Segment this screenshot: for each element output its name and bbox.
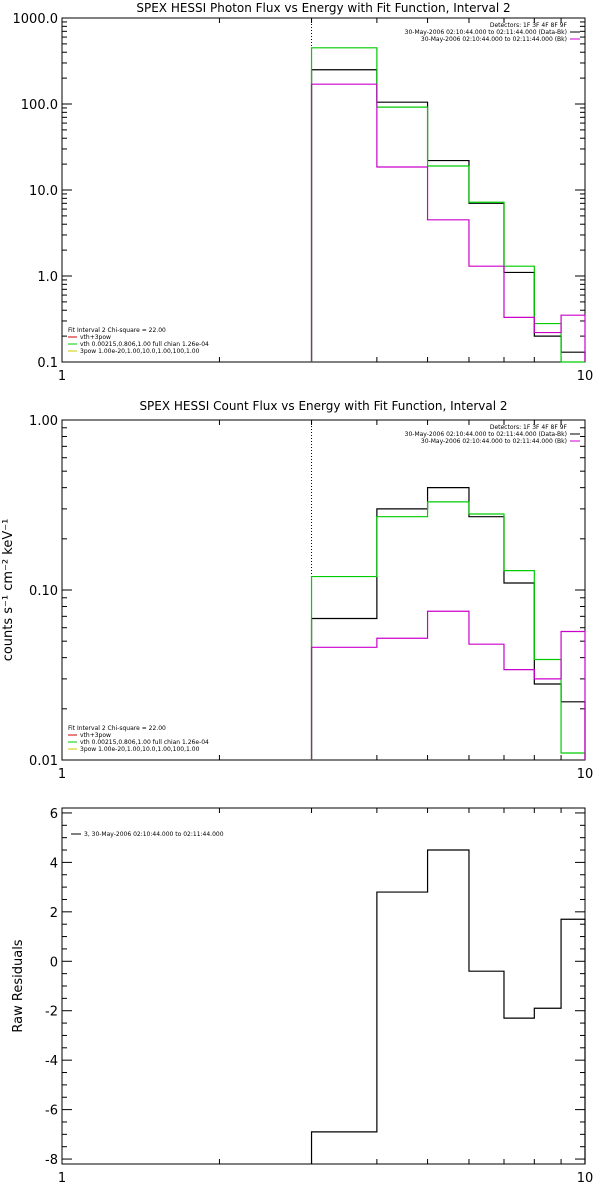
- residuals-panel: Raw Residuals 1 10 -8 -6 -4 -2 0 2 4 6 3, 30-May-20…: [11, 807, 593, 1186]
- x-tick-label: 10: [577, 1171, 594, 1186]
- y-tick-label: 1000.0: [13, 12, 59, 27]
- series-2-histogram: [310, 610, 586, 760]
- y-tick-label: 2: [50, 906, 58, 921]
- y-tick-label: 100.0: [21, 98, 58, 113]
- legend-top-entry: 30-May-2006 02:10:44.000 to 02:11:44.000…: [405, 29, 567, 36]
- count-flux-panel: SPEX HESSI Count Flux vs Energy with Fit…: [1, 399, 593, 782]
- x-tick-label: 10: [577, 767, 594, 782]
- legend-bottom-entry: vth+3pow: [80, 334, 111, 341]
- y-tick-label: 0.1: [37, 356, 58, 371]
- legend-top-entry: Detectors: 1F 3F 4F 8F 9F: [490, 22, 568, 29]
- y-tick-label: 1.00: [29, 414, 58, 429]
- legend-bottom-entry: 3pow 1.00e-20,1.00,10.0,1.00,100,1.00: [80, 746, 200, 753]
- y-tick-label: 1.0: [37, 270, 58, 285]
- y-tick-label: -6: [45, 1104, 58, 1119]
- chart-title: SPEX HESSI Photon Flux vs Energy with Fi…: [136, 1, 510, 15]
- legend-top-entry: 30-May-2006 02:10:44.000 to 02:11:44.000…: [421, 438, 567, 445]
- y-tick-label: -8: [45, 1153, 58, 1168]
- plot-frame: [61, 807, 586, 1165]
- series-0-histogram: [310, 69, 586, 362]
- y-tick-label: -2: [45, 1005, 58, 1020]
- legend-bottom-entry: vth+3pow: [80, 732, 111, 739]
- legend-bottom-entry: Fit Interval 2 Chi-square = 22.00: [68, 725, 166, 732]
- chart-title: SPEX HESSI Count Flux vs Energy with Fit…: [139, 399, 507, 413]
- y-tick-label: 0.01: [29, 754, 58, 769]
- photon-flux-panel: SPEX HESSI Photon Flux vs Energy with Fi…: [13, 1, 594, 384]
- legend-bottom-entry: vth 0.00215,0.806,1.00 full chian 1.26e-…: [80, 341, 209, 348]
- y-tick-label: 4: [50, 856, 58, 871]
- x-tick-label: 1: [58, 1171, 66, 1186]
- series-0-histogram: [310, 849, 586, 1164]
- legend-top-entry: 30-May-2006 02:10:44.000 to 02:11:44.000…: [405, 431, 567, 438]
- x-tick-label: 1: [58, 767, 66, 782]
- legend-top-entry: 30-May-2006 02:10:44.000 to 02:11:44.000…: [421, 36, 567, 43]
- legend-entry: 3, 30-May-2006 02:10:44.000 to 02:11:44.…: [84, 831, 224, 838]
- y-tick-label: 0.10: [29, 584, 58, 599]
- legend-bottom-entry: 3pow 1.00e-20,1.00,10.0,1.00,100,1.00: [80, 348, 200, 355]
- y-tick-label: 10.0: [29, 184, 58, 199]
- y-tick-label: 0: [50, 955, 58, 970]
- y-tick-label: -4: [45, 1054, 58, 1069]
- series-1-histogram: [310, 501, 586, 760]
- legend-top-entry: Detectors: 1F 3F 4F 8F 9F: [490, 424, 568, 431]
- y-axis-label: Raw Residuals: [11, 939, 26, 1032]
- y-tick-label: 6: [50, 807, 58, 822]
- x-tick-label: 10: [577, 369, 594, 384]
- y-axis-label: counts s⁻¹ cm⁻² keV⁻¹: [1, 519, 16, 662]
- legend-bottom-entry: Fit Interval 2 Chi-square = 22.00: [68, 327, 166, 334]
- x-tick-label: 1: [58, 369, 66, 384]
- series-0-histogram: [310, 487, 586, 760]
- plot-frame: [61, 419, 586, 761]
- series-1-histogram: [310, 47, 585, 363]
- legend-bottom-entry: vth 0.00215,0.806,1.00 full chian 1.26e-…: [80, 739, 209, 746]
- series-2-histogram: [310, 83, 586, 362]
